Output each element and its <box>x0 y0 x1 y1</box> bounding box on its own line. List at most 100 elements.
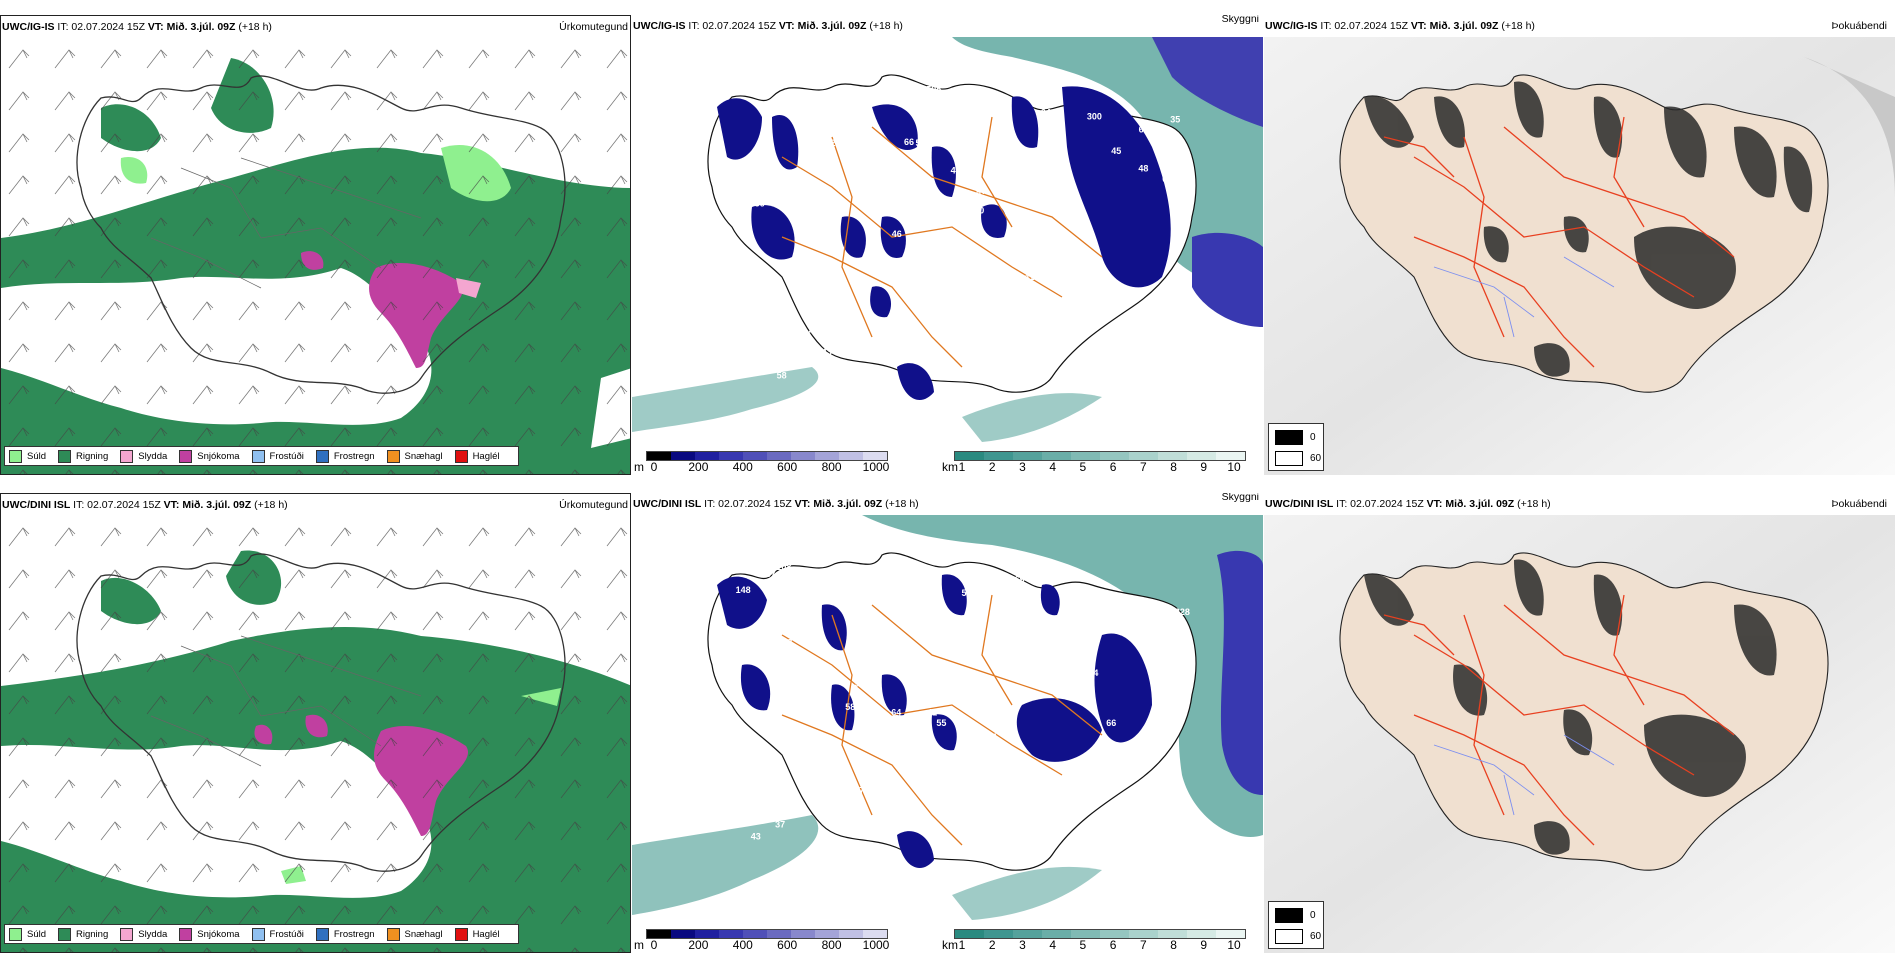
cloud-base-label: 55 <box>936 718 946 728</box>
legend-label: Rigning <box>76 450 109 462</box>
product-title: Úrkomutegund <box>559 21 628 33</box>
cloud-base-label: 35 <box>1170 114 1180 124</box>
init-time: IT: 02.07.2024 15Z <box>1317 20 1411 32</box>
model-name: UWC/DINI ISL <box>633 498 702 510</box>
legend-item: Rigning <box>58 927 109 941</box>
cloud-base-label: 92 <box>884 635 894 645</box>
fog-map <box>1264 37 1895 475</box>
scale-tick: 9 <box>1200 460 1208 474</box>
legend-label: Súld <box>27 450 47 462</box>
cloud-base-label: 104 <box>757 300 772 310</box>
panel-header: UWC/DINI ISL IT: 02.07.2024 15Z VT: Mið.… <box>633 493 1261 514</box>
legend-label: Súld <box>27 928 47 940</box>
cloud-base-label: 25 <box>946 310 956 320</box>
cloud-base-label: 47 <box>976 186 986 196</box>
legend-label: Snjókoma <box>197 928 240 940</box>
legend-item: Snæhagl <box>386 449 443 463</box>
scale-tick: 3 <box>1019 460 1026 474</box>
cloud-base-label: 61 <box>1094 350 1104 360</box>
legend-label: Frostregn <box>333 450 375 462</box>
scale-tick: 5 <box>1079 460 1087 474</box>
legend-item: Snæhagl <box>386 927 443 941</box>
scale-unit: m <box>634 460 644 474</box>
cloud-base-label: 60 <box>1162 174 1172 184</box>
legend-label: Frostregn <box>333 928 375 940</box>
model-name: UWC/DINI ISL <box>1265 498 1334 510</box>
cloud-base-label: 64 <box>1041 108 1051 118</box>
scale-tick: 1000 <box>862 460 890 474</box>
product-title: Þokuábendi <box>1831 20 1887 32</box>
model-name: UWC/DINI ISL <box>2 499 71 511</box>
scale-tick: 0 <box>650 460 658 474</box>
scale-tick: 800 <box>821 460 842 474</box>
legend-swatch <box>315 449 329 463</box>
legend-swatch <box>386 449 400 463</box>
legend-item: Frostregn <box>315 927 375 941</box>
scale-tick: 1 <box>958 460 966 474</box>
cloud-base-label: 328 <box>1175 607 1190 617</box>
cloud-base-label: 44 <box>969 197 979 207</box>
legend-label: Rigning <box>76 928 109 940</box>
lead-time: (+18 h) <box>251 499 288 511</box>
valid-time: VT: Mið. 3.júl. 09Z <box>1410 20 1499 32</box>
fog-legend-low: 0 <box>1310 432 1316 443</box>
lead-time: (+18 h) <box>1498 20 1535 32</box>
precip-type-panel-ig: UWC/IG-IS IT: 02.07.2024 15Z VT: Mið. 3.… <box>0 15 631 475</box>
scale-unit: km <box>942 938 958 952</box>
cloud-base-label: 33 <box>1061 646 1071 656</box>
cloud-base-label: 105 <box>906 197 921 207</box>
legend-swatch <box>58 449 72 463</box>
cloud-base-label: 148 <box>736 585 751 595</box>
legend-item: Snjókoma <box>179 449 240 463</box>
scale-colorbar <box>954 929 1246 939</box>
fog-panel-dini: UWC/DINI ISL IT: 02.07.2024 15Z VT: Mið.… <box>1264 493 1895 953</box>
cloud-base-label: 70 <box>916 605 926 615</box>
scale-tick: 600 <box>777 938 798 952</box>
cloud-base-panel-dini: UWC/DINI ISL IT: 02.07.2024 15Z VT: Mið.… <box>632 493 1263 953</box>
cloud-base-panel-ig: UWC/IG-IS IT: 02.07.2024 15Z VT: Mið. 3.… <box>632 15 1263 475</box>
cloud-base-scale: m 0 200 400 600 800 1000 <box>634 927 894 953</box>
scale-tick: 6 <box>1109 938 1117 952</box>
legend-swatch <box>454 449 468 463</box>
cloud-base-label: 148 <box>1012 257 1027 267</box>
init-time: IT: 02.07.2024 15Z <box>701 498 795 510</box>
cloud-base-label: 505 <box>926 85 941 95</box>
legend-label: Frostúði <box>269 450 304 462</box>
legend-label: Frostúði <box>269 928 304 940</box>
cloud-base-label: 66 <box>904 137 914 147</box>
cloud-base-label: 66 <box>1106 718 1116 728</box>
model-name: UWC/IG-IS <box>633 20 686 32</box>
cloud-base-label: 37 <box>762 134 772 144</box>
cloud-base-label: 100 <box>925 683 940 693</box>
cloud-base-label: 64 <box>891 708 901 718</box>
init-time: IT: 02.07.2024 15Z <box>70 499 164 511</box>
cloud-base-label: 41 <box>1024 272 1034 282</box>
scale-tick: 0 <box>650 938 658 952</box>
cloud-base-label: 44 <box>777 355 787 365</box>
fog-panel-ig: UWC/IG-IS IT: 02.07.2024 15Z VT: Mið. 3.… <box>1264 15 1895 475</box>
scale-tick: 3 <box>1019 938 1026 952</box>
init-time: IT: 02.07.2024 15Z <box>1333 498 1427 510</box>
cloud-base-label: 43 <box>909 323 919 333</box>
valid-time: VT: Mið. 3.júl. 09Z <box>1426 498 1515 510</box>
cloud-base-label: 138 <box>901 213 916 223</box>
cloud-base-label: 55 <box>848 173 858 183</box>
legend-swatch <box>454 927 468 941</box>
scale-tick: 7 <box>1139 938 1147 952</box>
cloud-base-label: 69 <box>901 313 911 323</box>
panel-header: UWC/IG-IS IT: 02.07.2024 15Z VT: Mið. 3.… <box>2 21 630 37</box>
cloud-base-label: 38 <box>740 357 750 367</box>
cloud-base-map: 47 36 60 46 57 44 66 49 40 56 60 44 55 47 40 37 50 48 148 4… <box>632 37 1263 475</box>
fog-legend-high: 60 <box>1310 453 1322 464</box>
scale-colorbar <box>646 929 888 939</box>
scale-tick: 10 <box>1227 938 1241 952</box>
cloud-base-label: 65 <box>1003 322 1013 332</box>
cloud-base-label: 300 <box>1087 112 1102 122</box>
cloud-base-label: 54 <box>1031 791 1041 801</box>
legend-swatch <box>120 927 134 941</box>
scale-tick: 8 <box>1170 938 1177 952</box>
scale-tick: 4 <box>1049 938 1056 952</box>
cloud-base-label: 51 <box>737 366 747 376</box>
cloud-base-label: 87 <box>766 569 776 579</box>
init-time: IT: 02.07.2024 15Z <box>54 21 148 33</box>
